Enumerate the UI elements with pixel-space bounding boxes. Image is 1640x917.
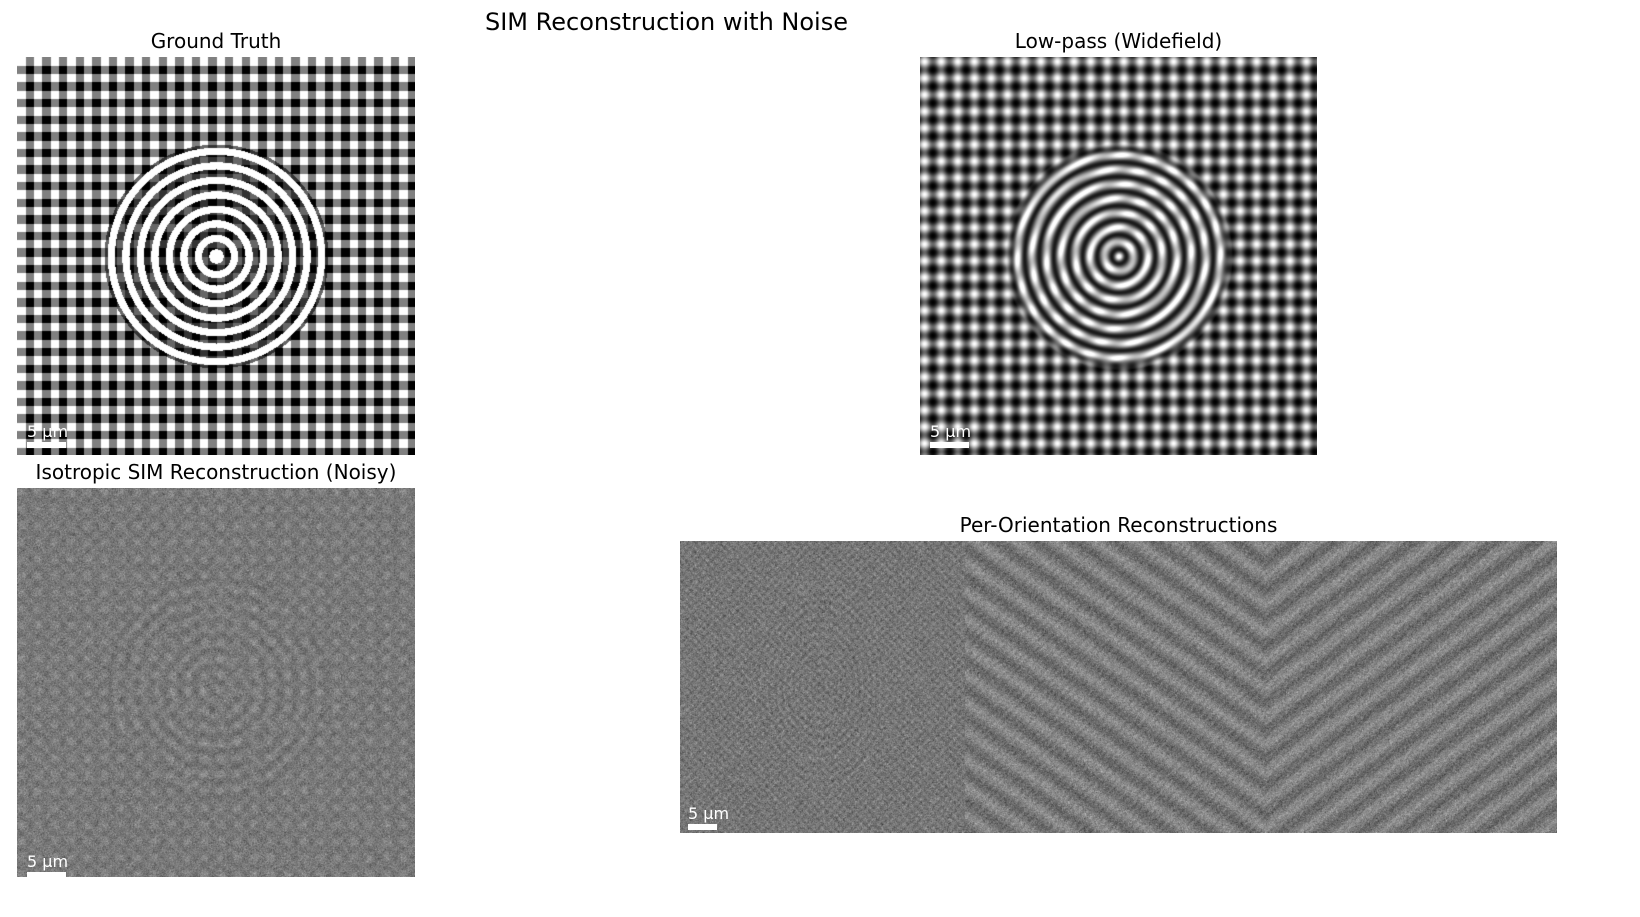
lowpass-canvas <box>920 57 1317 455</box>
ground-truth-title: Ground Truth <box>150 29 282 53</box>
isotropic-title: Isotropic SIM Reconstruction (Noisy) <box>35 460 397 484</box>
scalebar-label: 5 µm <box>27 852 69 871</box>
isotropic-canvas <box>17 488 415 877</box>
per-orientation-canvas <box>680 541 1557 833</box>
ground-truth-image: 5 µm <box>17 57 415 455</box>
scalebar-label: 5 µm <box>930 422 972 441</box>
scalebar <box>930 442 969 448</box>
scalebar <box>27 442 66 448</box>
scalebar-label: 5 µm <box>27 422 69 441</box>
scalebar <box>688 824 717 830</box>
isotropic-image: 5 µm <box>17 488 415 877</box>
scalebar-label: 5 µm <box>688 804 730 823</box>
per-orientation-image: 5 µm <box>680 541 1557 833</box>
per-orientation-title: Per-Orientation Reconstructions <box>959 513 1278 537</box>
scalebar <box>27 872 66 877</box>
figure-title: SIM Reconstruction with Noise <box>484 8 848 36</box>
lowpass-title: Low-pass (Widefield) <box>1014 29 1223 53</box>
lowpass-image: 5 µm <box>920 57 1317 455</box>
ground-truth-canvas <box>17 57 415 455</box>
